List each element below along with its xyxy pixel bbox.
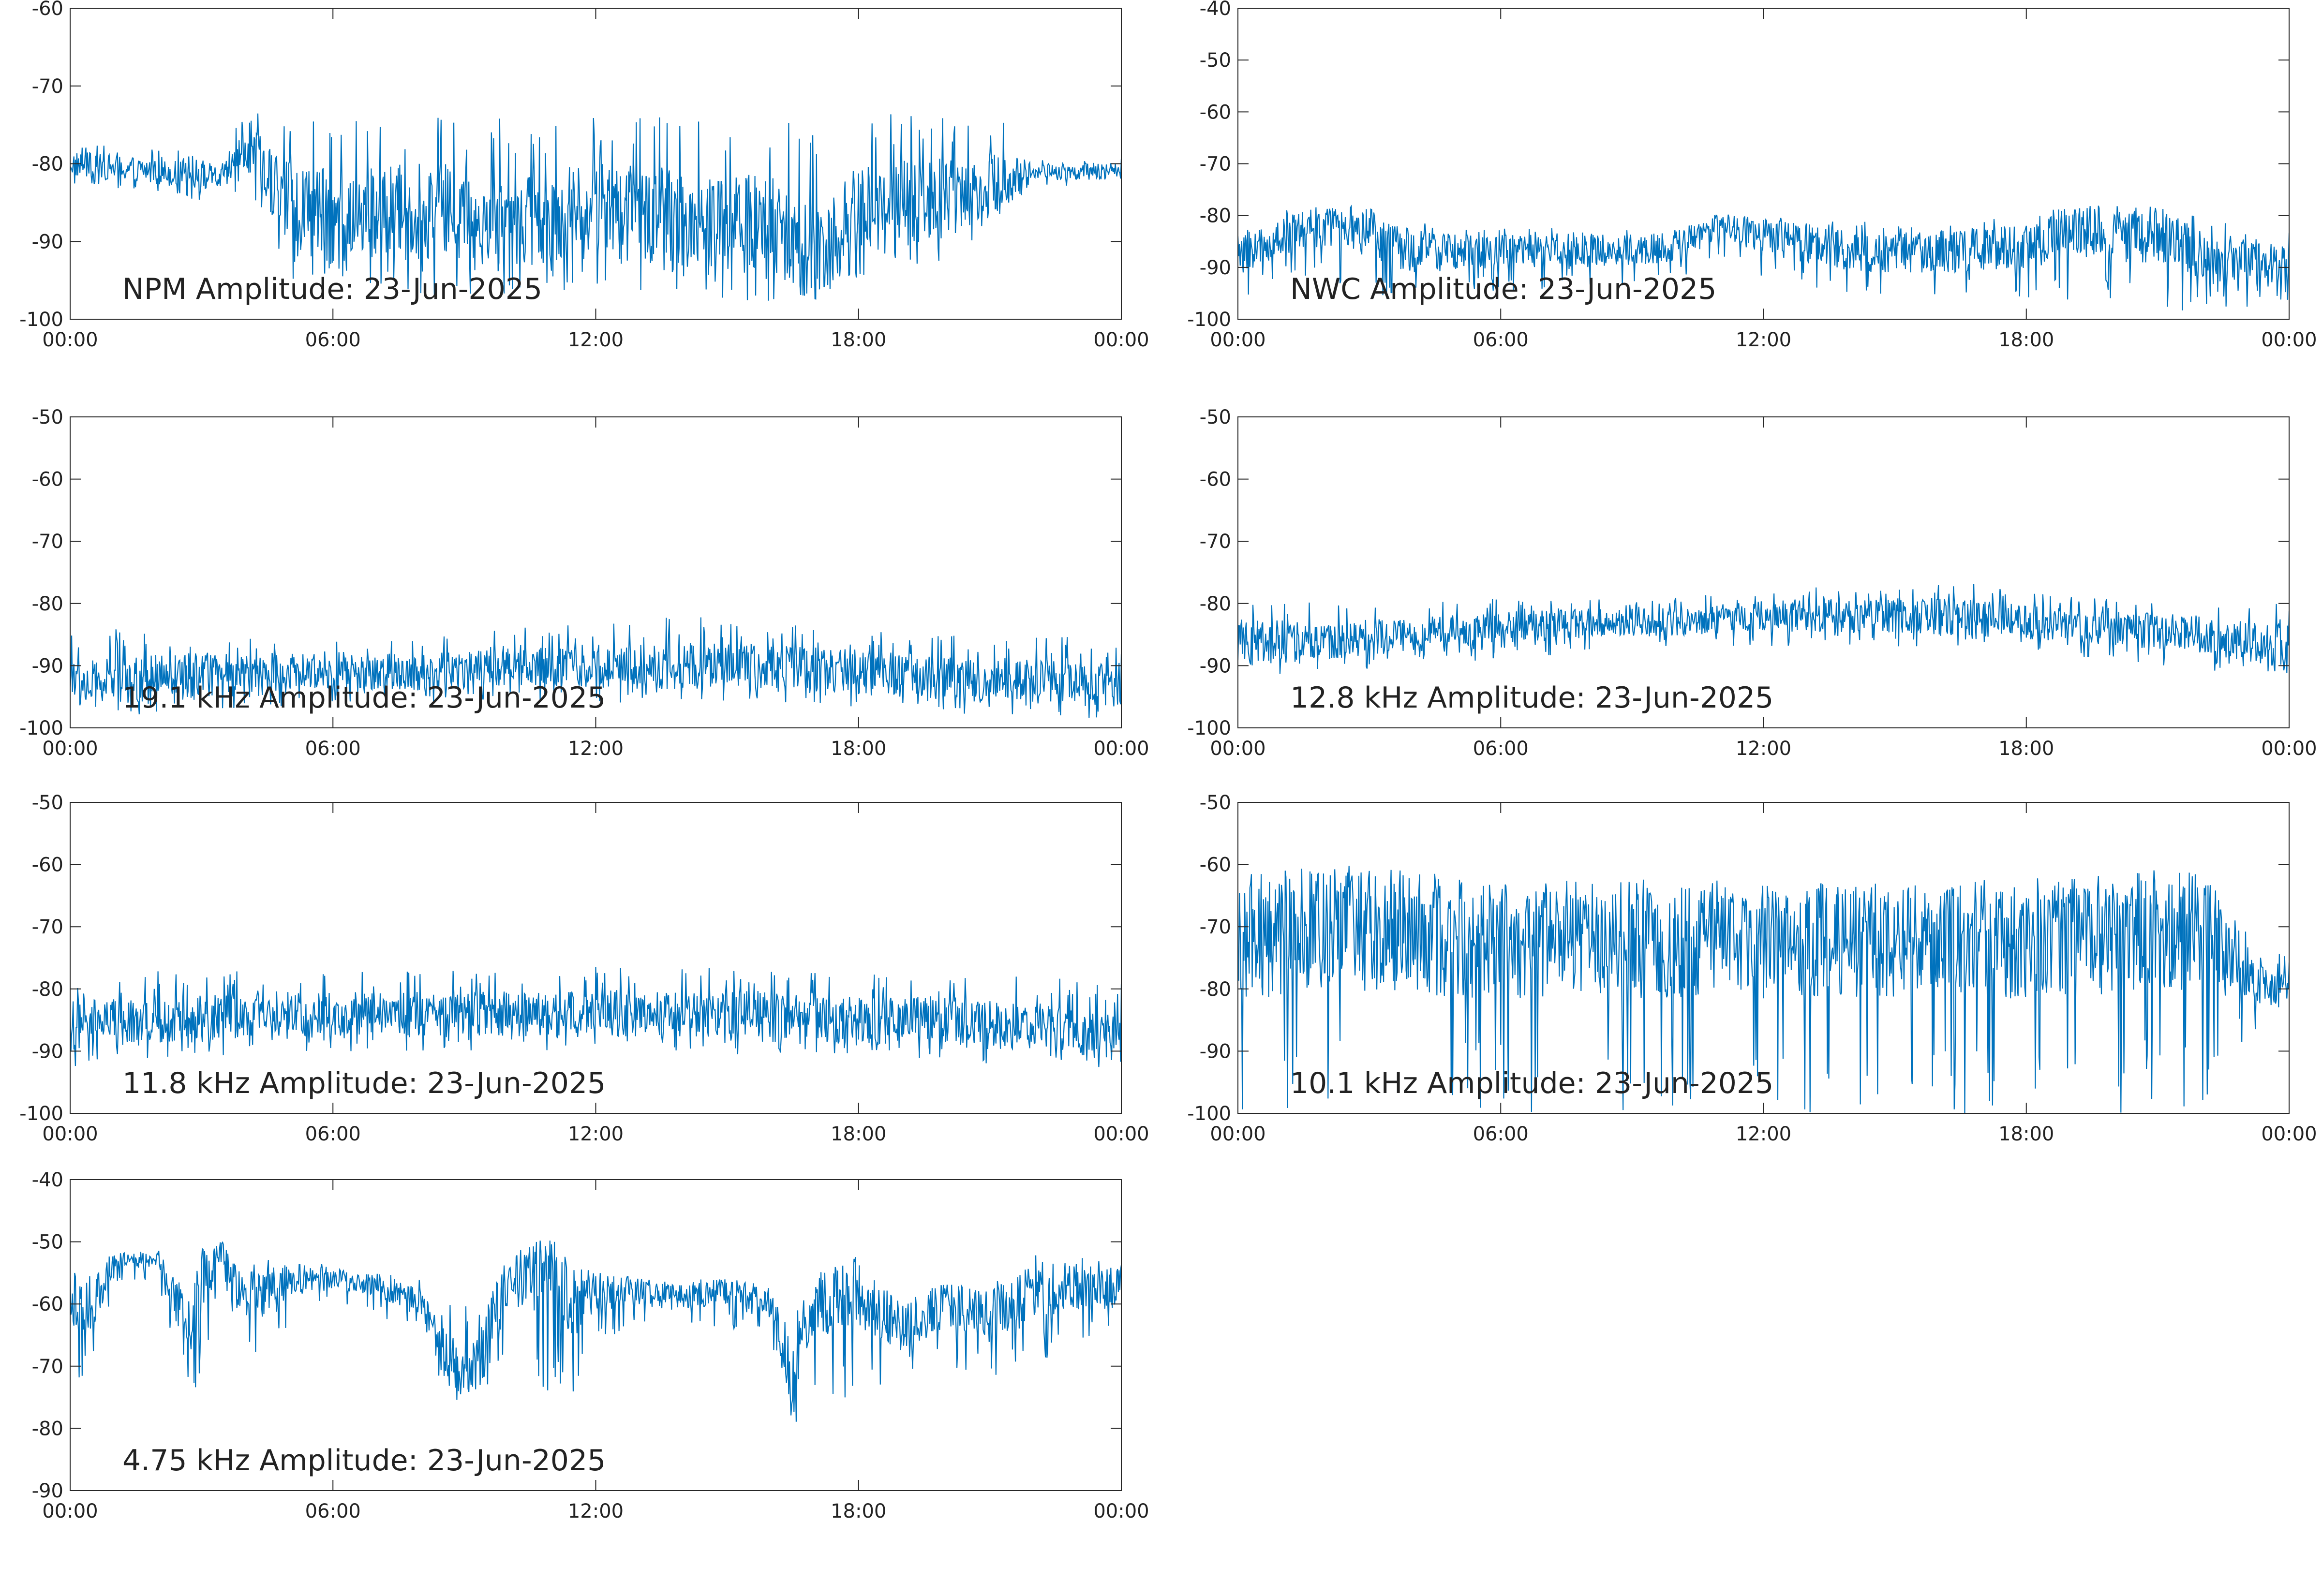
x-tick-label: 00:00 — [1210, 329, 1265, 351]
amplitude-trace — [1238, 865, 2289, 1113]
x-tick-label: 00:00 — [2261, 329, 2317, 351]
x-tick-label: 00:00 — [1210, 738, 1265, 760]
y-tick-label: -70 — [32, 75, 63, 98]
y-tick-label: -60 — [32, 854, 63, 876]
y-tick-label: -90 — [1200, 257, 1231, 279]
x-tick-label: 12:00 — [568, 1500, 624, 1522]
x-tick-label: 00:00 — [42, 738, 98, 760]
y-tick-label: -100 — [1187, 309, 1231, 331]
y-tick-label: -80 — [32, 978, 63, 1001]
chart-panel: 00:00 06:00 12:00 18:00 00:00 -50 -60 -70 -80 -90… — [19, 792, 1149, 1145]
y-tick-label: -80 — [1200, 593, 1231, 615]
amplitude-trace — [70, 1241, 1121, 1422]
x-tick-label: 06:00 — [305, 738, 361, 760]
y-tick-label: -70 — [32, 1356, 63, 1378]
x-tick-label: 00:00 — [1093, 1500, 1149, 1522]
y-tick-label: -60 — [1200, 101, 1231, 123]
x-tick-label: 12:00 — [568, 329, 624, 351]
y-tick-label: -80 — [32, 593, 63, 615]
y-tick-label: -80 — [32, 1418, 63, 1440]
chart-panel: 00:00 06:00 12:00 18:00 00:00 -50 -60 -70 -80 -90… — [1187, 406, 2317, 760]
y-tick-label: -90 — [32, 1040, 63, 1063]
y-tick-label: -50 — [1200, 792, 1231, 814]
y-tick-label: -100 — [19, 309, 63, 331]
x-tick-label: 06:00 — [305, 1500, 361, 1522]
y-tick-label: -60 — [32, 469, 63, 491]
amplitude-trace — [1238, 584, 2289, 674]
x-tick-label: 06:00 — [305, 1123, 361, 1145]
y-tick-label: -50 — [32, 1231, 63, 1254]
y-tick-label: -50 — [1200, 406, 1231, 429]
y-tick-label: -40 — [32, 1169, 63, 1191]
x-tick-label: 18:00 — [831, 1123, 886, 1145]
x-tick-label: 00:00 — [1210, 1123, 1265, 1145]
panel-title: 12.8 kHz Amplitude: 23-Jun-2025 — [1290, 681, 1773, 715]
x-tick-label: 00:00 — [1093, 329, 1149, 351]
x-tick-label: 12:00 — [568, 1123, 624, 1145]
x-tick-label: 18:00 — [831, 738, 886, 760]
x-tick-label: 18:00 — [831, 329, 886, 351]
x-tick-label: 12:00 — [1736, 738, 1791, 760]
chart-panel: 00:00 06:00 12:00 18:00 00:00 -50 -60 -70 -80 -90… — [19, 406, 1149, 760]
y-tick-label: -80 — [1200, 978, 1231, 1001]
y-tick-label: -80 — [32, 153, 63, 176]
x-tick-label: 06:00 — [1473, 1123, 1529, 1145]
y-tick-label: -90 — [32, 655, 63, 677]
chart-panel: 00:00 06:00 12:00 18:00 00:00 -60 -70 -80 -90 -10… — [19, 0, 1149, 351]
x-tick-label: 18:00 — [831, 1500, 886, 1522]
y-tick-label: -90 — [32, 1480, 63, 1502]
y-tick-label: -70 — [1200, 916, 1231, 938]
chart-panel: 00:00 06:00 12:00 18:00 00:00 -40 -50 -60 -70 -80… — [32, 1169, 1149, 1522]
y-tick-label: -80 — [1200, 205, 1231, 227]
x-tick-label: 00:00 — [1093, 738, 1149, 760]
y-tick-label: -90 — [1200, 655, 1231, 677]
amplitude-trace — [70, 617, 1121, 718]
amplitude-trace — [70, 113, 1121, 301]
x-tick-label: 00:00 — [42, 329, 98, 351]
panel-title: NWC Amplitude: 23-Jun-2025 — [1290, 272, 1716, 306]
chart-panel: 00:00 06:00 12:00 18:00 00:00 -40 -50 -60 -70 -80… — [1187, 0, 2317, 351]
x-tick-label: 12:00 — [568, 738, 624, 760]
chart-panel: 00:00 06:00 12:00 18:00 00:00 -50 -60 -70 -80 -90… — [1187, 792, 2317, 1145]
panel-title: NPM Amplitude: 23-Jun-2025 — [122, 272, 542, 306]
y-tick-label: -60 — [32, 0, 63, 20]
y-tick-label: -70 — [1200, 153, 1231, 176]
y-tick-label: -50 — [1200, 49, 1231, 72]
x-tick-label: 00:00 — [2261, 1123, 2317, 1145]
y-tick-label: -100 — [1187, 717, 1231, 739]
panel-title: 19.1 kHz Amplitude: 23-Jun-2025 — [122, 681, 606, 715]
x-tick-label: 12:00 — [1736, 1123, 1791, 1145]
x-tick-label: 00:00 — [42, 1123, 98, 1145]
x-tick-label: 18:00 — [1998, 1123, 2054, 1145]
y-tick-label: -50 — [32, 792, 63, 814]
panel-title: 10.1 kHz Amplitude: 23-Jun-2025 — [1290, 1066, 1773, 1100]
y-tick-label: -60 — [1200, 854, 1231, 876]
y-tick-label: -70 — [32, 916, 63, 938]
x-tick-label: 18:00 — [1998, 329, 2054, 351]
amplitude-trace — [1238, 204, 2289, 310]
x-tick-label: 18:00 — [1998, 738, 2054, 760]
y-tick-label: -40 — [1200, 0, 1231, 20]
x-tick-label: 00:00 — [1093, 1123, 1149, 1145]
panel-title: 11.8 kHz Amplitude: 23-Jun-2025 — [122, 1066, 606, 1100]
y-tick-label: -70 — [32, 531, 63, 553]
y-tick-label: -70 — [1200, 531, 1231, 553]
x-tick-label: 00:00 — [42, 1500, 98, 1522]
panel-title: 4.75 kHz Amplitude: 23-Jun-2025 — [122, 1444, 606, 1478]
y-tick-label: -100 — [19, 1103, 63, 1125]
x-tick-label: 12:00 — [1736, 329, 1791, 351]
y-tick-label: -50 — [32, 406, 63, 429]
x-tick-label: 06:00 — [1473, 738, 1529, 760]
y-tick-label: -60 — [32, 1293, 63, 1315]
y-tick-label: -90 — [32, 231, 63, 253]
y-tick-label: -60 — [1200, 469, 1231, 491]
amplitude-trace — [70, 967, 1121, 1067]
x-tick-label: 00:00 — [2261, 738, 2317, 760]
y-tick-label: -100 — [19, 717, 63, 739]
x-tick-label: 06:00 — [305, 329, 361, 351]
y-tick-label: -100 — [1187, 1103, 1231, 1125]
y-tick-label: -90 — [1200, 1040, 1231, 1063]
x-tick-label: 06:00 — [1473, 329, 1529, 351]
